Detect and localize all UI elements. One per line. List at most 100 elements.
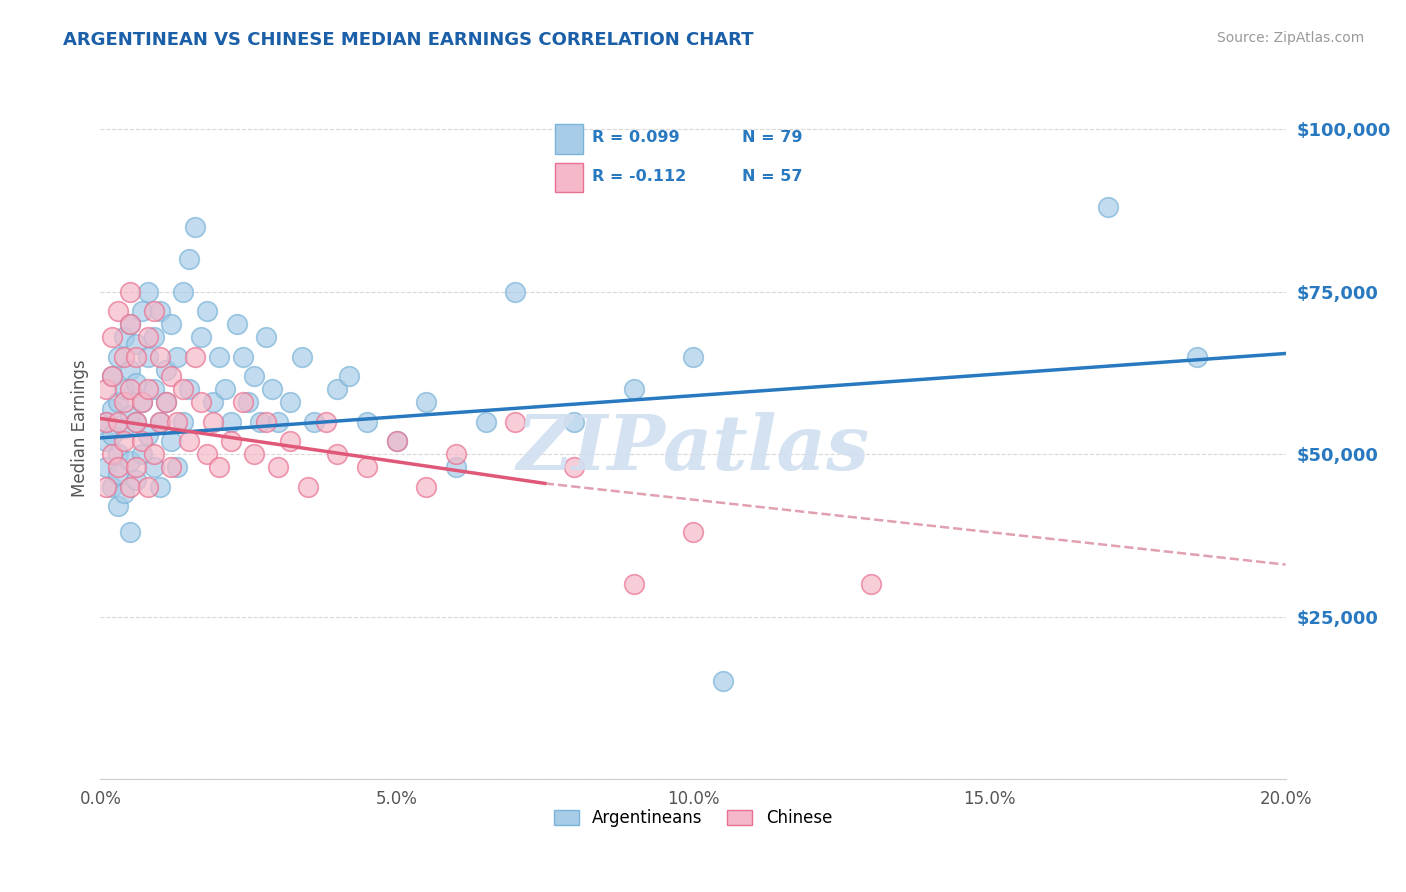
Point	[101, 369, 124, 384]
Point	[118, 408, 141, 422]
Point	[214, 382, 236, 396]
Point	[125, 336, 148, 351]
Point	[96, 460, 118, 475]
Point	[107, 395, 129, 409]
Point	[160, 434, 183, 449]
Point	[190, 330, 212, 344]
Point	[149, 304, 172, 318]
Point	[149, 350, 172, 364]
Point	[125, 350, 148, 364]
Point	[337, 369, 360, 384]
Point	[142, 330, 165, 344]
Point	[179, 434, 201, 449]
Point	[112, 486, 135, 500]
Point	[503, 415, 526, 429]
Point	[112, 434, 135, 449]
Point	[125, 415, 148, 429]
Point	[96, 415, 118, 429]
Point	[249, 415, 271, 429]
Point	[118, 362, 141, 376]
Point	[107, 415, 129, 429]
Point	[101, 369, 124, 384]
Point	[503, 285, 526, 299]
Point	[142, 447, 165, 461]
Point	[136, 382, 159, 396]
Point	[1185, 350, 1208, 364]
Point	[291, 350, 314, 364]
Point	[131, 395, 153, 409]
Point	[208, 460, 231, 475]
Point	[96, 415, 118, 429]
Point	[155, 395, 177, 409]
Point	[131, 304, 153, 318]
Point	[131, 434, 153, 449]
Point	[385, 434, 408, 449]
Point	[118, 382, 141, 396]
Point	[149, 480, 172, 494]
Point	[297, 480, 319, 494]
Legend: Argentineans, Chinese: Argentineans, Chinese	[547, 803, 839, 834]
Point	[172, 285, 194, 299]
Point	[112, 350, 135, 364]
Point	[682, 525, 704, 540]
Point	[125, 460, 148, 475]
Point	[136, 480, 159, 494]
Point	[112, 382, 135, 396]
Point	[166, 350, 188, 364]
Point	[101, 480, 124, 494]
Point	[190, 395, 212, 409]
Point	[101, 401, 124, 416]
Point	[172, 415, 194, 429]
Point	[107, 460, 129, 475]
Point	[118, 285, 141, 299]
Point	[859, 577, 882, 591]
Point	[225, 318, 247, 332]
Point	[243, 447, 266, 461]
Point	[201, 415, 224, 429]
Point	[326, 382, 349, 396]
Point	[101, 427, 124, 442]
Point	[166, 415, 188, 429]
Point	[136, 427, 159, 442]
Point	[682, 350, 704, 364]
Point	[142, 304, 165, 318]
Point	[142, 460, 165, 475]
Point	[444, 447, 467, 461]
Point	[107, 467, 129, 481]
Point	[118, 318, 141, 332]
Point	[112, 330, 135, 344]
Point	[278, 395, 301, 409]
Point	[356, 460, 378, 475]
Point	[155, 362, 177, 376]
Point	[149, 415, 172, 429]
Point	[474, 415, 496, 429]
Point	[415, 480, 437, 494]
Point	[315, 415, 337, 429]
Point	[208, 350, 231, 364]
Point	[232, 395, 254, 409]
Point	[118, 453, 141, 467]
Point	[131, 395, 153, 409]
Point	[172, 382, 194, 396]
Point	[201, 395, 224, 409]
Point	[179, 382, 201, 396]
Text: ARGENTINEAN VS CHINESE MEDIAN EARNINGS CORRELATION CHART: ARGENTINEAN VS CHINESE MEDIAN EARNINGS C…	[63, 31, 754, 49]
Point	[623, 382, 645, 396]
Point	[254, 415, 277, 429]
Point	[125, 376, 148, 390]
Point	[184, 350, 207, 364]
Point	[125, 415, 148, 429]
Point	[385, 434, 408, 449]
Point	[623, 577, 645, 591]
Y-axis label: Median Earnings: Median Earnings	[72, 359, 89, 497]
Point	[125, 473, 148, 487]
Point	[155, 395, 177, 409]
Point	[195, 304, 218, 318]
Point	[136, 285, 159, 299]
Point	[136, 330, 159, 344]
Point	[267, 415, 290, 429]
Text: Source: ZipAtlas.com: Source: ZipAtlas.com	[1216, 31, 1364, 45]
Point	[118, 525, 141, 540]
Point	[444, 460, 467, 475]
Point	[564, 460, 586, 475]
